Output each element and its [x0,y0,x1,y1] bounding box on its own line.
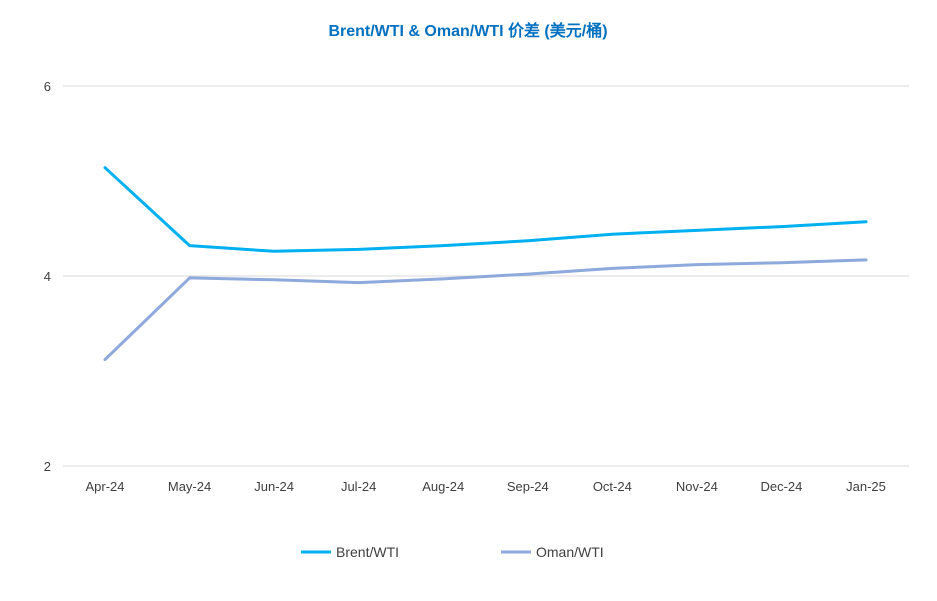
x-tick-label: Jan-25 [846,479,886,494]
x-axis-tick-labels: Apr-24 May-24 Jun-24 Jul-24 Aug-24 Sep-24 Oct-… [85,479,885,494]
x-tick-label: May-24 [168,479,211,494]
x-tick-label: Oct-24 [593,479,632,494]
series-lines [103,166,868,362]
legend-label: Brent/WTI [336,544,399,560]
y-tick-label: 4 [44,269,51,284]
x-tick-label: Sep-24 [507,479,549,494]
legend: Brent/WTI Oman/WTI [301,544,604,560]
x-tick-label: Nov-24 [676,479,718,494]
series-line [103,166,868,253]
series-line [103,258,868,362]
legend-label: Oman/WTI [536,544,604,560]
y-axis-tick-labels: 2 4 6 [44,79,51,474]
y-tick-label: 2 [44,459,51,474]
x-tick-label: Jun-24 [254,479,294,494]
x-tick-label: Apr-24 [85,479,124,494]
x-tick-label: Jul-24 [341,479,376,494]
x-tick-label: Aug-24 [422,479,464,494]
y-tick-label: 6 [44,79,51,94]
chart-title: Brent/WTI & Oman/WTI 价差 (美元/桶) [328,21,607,40]
x-tick-label: Dec-24 [760,479,802,494]
